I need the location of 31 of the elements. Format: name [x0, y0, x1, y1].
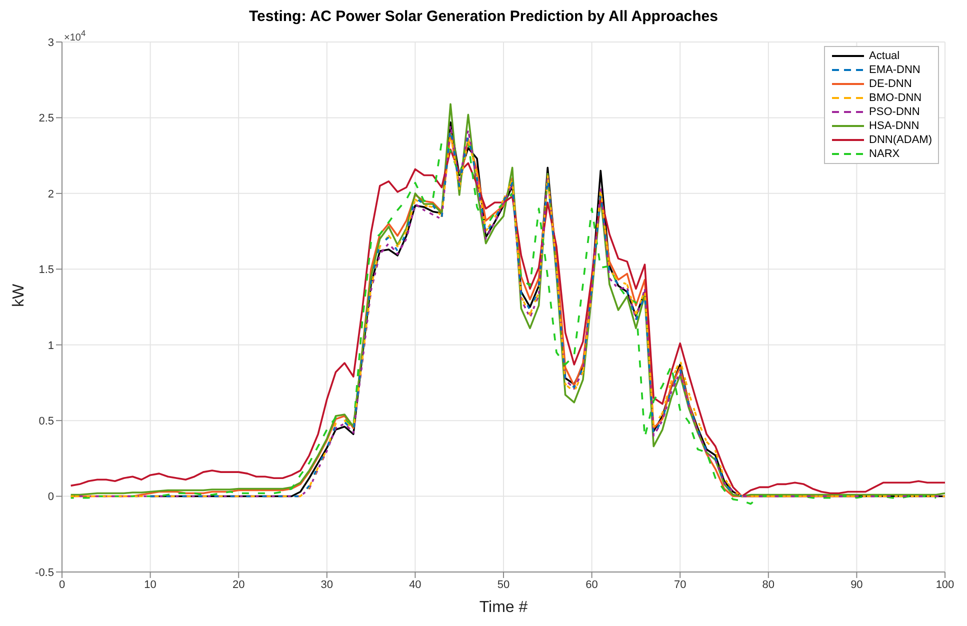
y-tick-label: 2.5: [38, 112, 54, 125]
y-tick-label: 1: [48, 340, 54, 352]
x-tick-label: 50: [497, 578, 510, 591]
y-tick-label: 0.5: [38, 415, 54, 428]
x-tick-label: 60: [586, 578, 598, 591]
x-tick-label: 100: [936, 578, 954, 591]
x-tick-label: 0: [58, 578, 66, 591]
y-tick-label: 2: [48, 188, 54, 200]
x-tick-label: 10: [144, 578, 156, 591]
legend-label: EMA-DNN: [869, 64, 920, 76]
legend-label: DNN(ADAM): [869, 134, 932, 146]
x-tick-label: 40: [409, 578, 422, 591]
x-tick-label: 20: [232, 578, 245, 591]
y-tick-label: 0: [48, 491, 54, 504]
legend-label: BMO-DNN: [869, 92, 922, 104]
y-axis-title: kW: [10, 283, 28, 307]
legend-label: DE-DNN: [869, 78, 912, 90]
chart-title: Testing: AC Power Solar Generation Prediction by All Approaches: [248, 8, 719, 27]
x-axis-title: Time #: [479, 599, 528, 616]
legend-label: Actual: [869, 50, 900, 62]
y-tick-label: 1.5: [38, 264, 54, 276]
y-tick-label: -0.5: [35, 566, 54, 579]
legend-label: PSO-DNN: [869, 106, 920, 118]
x-tick-label: 90: [850, 578, 863, 591]
x-tick-label: 30: [320, 578, 334, 591]
annotation: ×10$^{4}$: [64, 28, 86, 44]
x-tick-label: 70: [674, 578, 686, 591]
legend-label: NARX: [869, 148, 900, 160]
y-tick-label: 3: [48, 36, 54, 49]
x-tick-label: 80: [762, 578, 775, 591]
legend-label: HSA-DNN: [869, 120, 920, 132]
